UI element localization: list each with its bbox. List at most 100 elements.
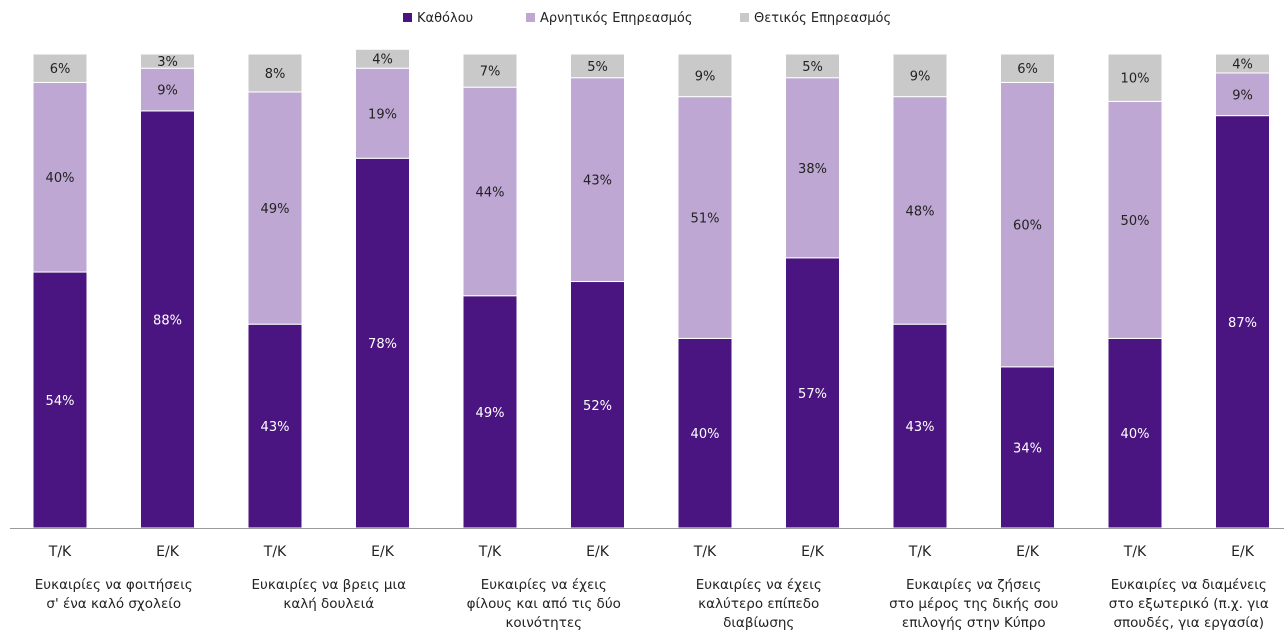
bar-segment-s1-c7 xyxy=(677,337,733,529)
value-label-s3-c5: 7% xyxy=(480,65,501,80)
value-label-s1-c7: 40% xyxy=(691,427,720,442)
x-tick-label-4: Ε/Κ xyxy=(371,544,395,560)
bar-segment-s2-c1 xyxy=(32,81,88,273)
value-label-s2-c8: 38% xyxy=(798,162,827,177)
value-label-s2-c4: 19% xyxy=(368,107,397,122)
x-tick-label-8: Ε/Κ xyxy=(801,544,825,560)
legend-swatch-3 xyxy=(740,13,749,22)
bar-segment-s3-c5 xyxy=(462,53,518,88)
x-tick-label-6: Ε/Κ xyxy=(586,544,610,560)
bar-segment-s1-c8 xyxy=(785,257,840,529)
group-label-5-line-1: Ευκαιρίες να ζήσεις xyxy=(906,577,1041,593)
bar-segment-s3-c4 xyxy=(355,48,410,69)
value-label-s1-c1: 54% xyxy=(46,394,75,409)
x-tick-label-7: Τ/Κ xyxy=(693,544,717,560)
bar-segment-s2-c5 xyxy=(462,86,518,297)
legend-label-3: Θετικός Επηρεασμός xyxy=(754,11,891,26)
bar-segment-s1-c2 xyxy=(140,110,195,529)
value-label-s1-c10: 34% xyxy=(1013,441,1042,456)
x-tick-label-9: Τ/Κ xyxy=(908,544,932,560)
bar-segment-s2-c7 xyxy=(677,96,733,339)
bar-segment-s3-c12 xyxy=(1215,53,1270,74)
value-label-s3-c2: 3% xyxy=(157,55,178,70)
value-label-s3-c6: 5% xyxy=(587,60,608,75)
group-labels: Ευκαιρίες να φοιτήσεις σ' ένα καλό σχολεί… xyxy=(35,577,1269,631)
group-label-3-line-2: φίλους και από τις δύο xyxy=(467,596,621,612)
value-label-s1-c12: 87% xyxy=(1228,316,1257,331)
value-label-s1-c6: 52% xyxy=(583,399,612,414)
group-label-6-line-1: Ευκαιρίες να διαμένεις xyxy=(1111,577,1267,593)
x-tick-label-12: Ε/Κ xyxy=(1231,544,1255,560)
value-label-s3-c7: 9% xyxy=(695,69,716,84)
value-label-s3-c10: 6% xyxy=(1017,62,1038,77)
value-label-s3-c9: 9% xyxy=(910,69,931,84)
group-label-2-line-2: καλή δουλειά xyxy=(283,596,374,612)
bar-segment-s3-c8 xyxy=(785,53,840,79)
group-label-4-line-2: καλύτερο επίπεδο xyxy=(698,596,819,612)
group-label-3-line-3: κοινότητες xyxy=(505,615,582,631)
bar-segment-s2-c2 xyxy=(140,67,195,112)
value-label-s2-c6: 43% xyxy=(583,174,612,189)
group-label-2-line-1: Ευκαιρίες να βρεις μια xyxy=(252,577,407,593)
bar-segment-s3-c2 xyxy=(140,53,195,69)
group-label-4-line-3: διαβίωσης xyxy=(723,615,794,631)
legend-swatch-1 xyxy=(403,13,412,22)
bar-segment-s1-c5 xyxy=(462,295,518,529)
group-label-1-line-2: σ' ένα καλό σχολείο xyxy=(46,596,181,612)
value-label-s2-c5: 44% xyxy=(476,185,505,200)
bar-segment-s1-c10 xyxy=(1000,366,1055,529)
group-label-3-line-1: Ευκαιρίες να έχεις xyxy=(481,577,607,593)
x-tick-label-10: Ε/Κ xyxy=(1016,544,1040,560)
value-label-s2-c1: 40% xyxy=(46,171,75,186)
x-axis-tick-labels: Τ/Κ Ε/Κ Τ/Κ Ε/Κ Τ/Κ Ε/Κ Τ/Κ Ε/Κ Τ/Κ Ε/Κ Τ/Κ Ε/Κ xyxy=(48,544,1255,560)
legend-label-2: Αρνητικός Επηρεασμός xyxy=(540,11,692,26)
x-tick-label-2: Ε/Κ xyxy=(156,544,180,560)
value-label-s2-c10: 60% xyxy=(1013,219,1042,234)
bars xyxy=(32,48,1270,529)
bar-segment-s3-c3 xyxy=(247,53,303,93)
bar-segment-s2-c11 xyxy=(1107,100,1163,339)
value-label-s1-c2: 88% xyxy=(153,313,182,328)
value-label-s2-c3: 49% xyxy=(261,202,290,217)
bar-segment-s2-c9 xyxy=(892,96,948,325)
group-label-5-line-3: επιλογής στην Κύπρο xyxy=(902,615,1046,631)
group-label-2: Ευκαιρίες να βρεις μια καλή δουλειά xyxy=(252,577,407,612)
x-tick-label-5: Τ/Κ xyxy=(478,544,502,560)
value-label-s3-c3: 8% xyxy=(265,67,286,82)
value-label-s3-c4: 4% xyxy=(372,53,393,68)
value-label-s1-c3: 43% xyxy=(261,420,290,435)
bar-segment-s3-c1 xyxy=(32,53,88,83)
value-label-s1-c11: 40% xyxy=(1121,427,1150,442)
group-label-6-line-3: σπουδές, για εργασία) xyxy=(1113,615,1264,631)
bar-segment-s3-c6 xyxy=(570,53,625,79)
bar-segment-s2-c3 xyxy=(247,91,303,325)
value-label-s2-c2: 9% xyxy=(157,84,178,99)
legend-swatch-2 xyxy=(526,13,535,22)
bar-segment-s2-c12 xyxy=(1215,72,1270,117)
x-tick-label-1: Τ/Κ xyxy=(48,544,72,560)
group-label-4-line-1: Ευκαιρίες να έχεις xyxy=(696,577,822,593)
value-label-s3-c1: 6% xyxy=(50,62,71,77)
value-label-s3-c12: 4% xyxy=(1232,57,1253,72)
group-label-6-line-2: στο εξωτερικό (π.χ. για xyxy=(1109,596,1269,612)
bar-segment-s2-c8 xyxy=(785,77,840,259)
legend: Καθόλου Αρνητικός Επηρεασμός Θετικός Επηρε… xyxy=(403,11,891,26)
bar-segment-s3-c11 xyxy=(1107,53,1163,102)
bar-segment-s1-c4 xyxy=(355,157,410,529)
bar-segment-s2-c6 xyxy=(570,77,625,283)
bar-segment-s3-c10 xyxy=(1000,53,1055,83)
group-label-3: Ευκαιρίες να έχεις φίλους και από τις δύο… xyxy=(467,577,621,631)
group-label-4: Ευκαιρίες να έχεις καλύτερο επίπεδο διαβίω… xyxy=(696,577,822,631)
value-label-s2-c11: 50% xyxy=(1121,214,1150,229)
bar-segment-s1-c11 xyxy=(1107,337,1163,529)
value-label-s2-c12: 9% xyxy=(1232,88,1253,103)
group-label-5-line-2: στο μέρος της δικής σου xyxy=(889,596,1058,612)
value-label-s1-c8: 57% xyxy=(798,387,827,402)
value-label-s2-c7: 51% xyxy=(691,212,720,227)
bar-segment-s1-c12 xyxy=(1215,115,1270,529)
legend-label-1: Καθόλου xyxy=(417,11,473,26)
value-labels: 54% 40% 6% 88% 9% 3% 43% 49% 8% 78% 19% 4% 49% 44% 7% 5… xyxy=(46,53,1257,457)
bar-segment-s3-c7 xyxy=(677,53,733,98)
